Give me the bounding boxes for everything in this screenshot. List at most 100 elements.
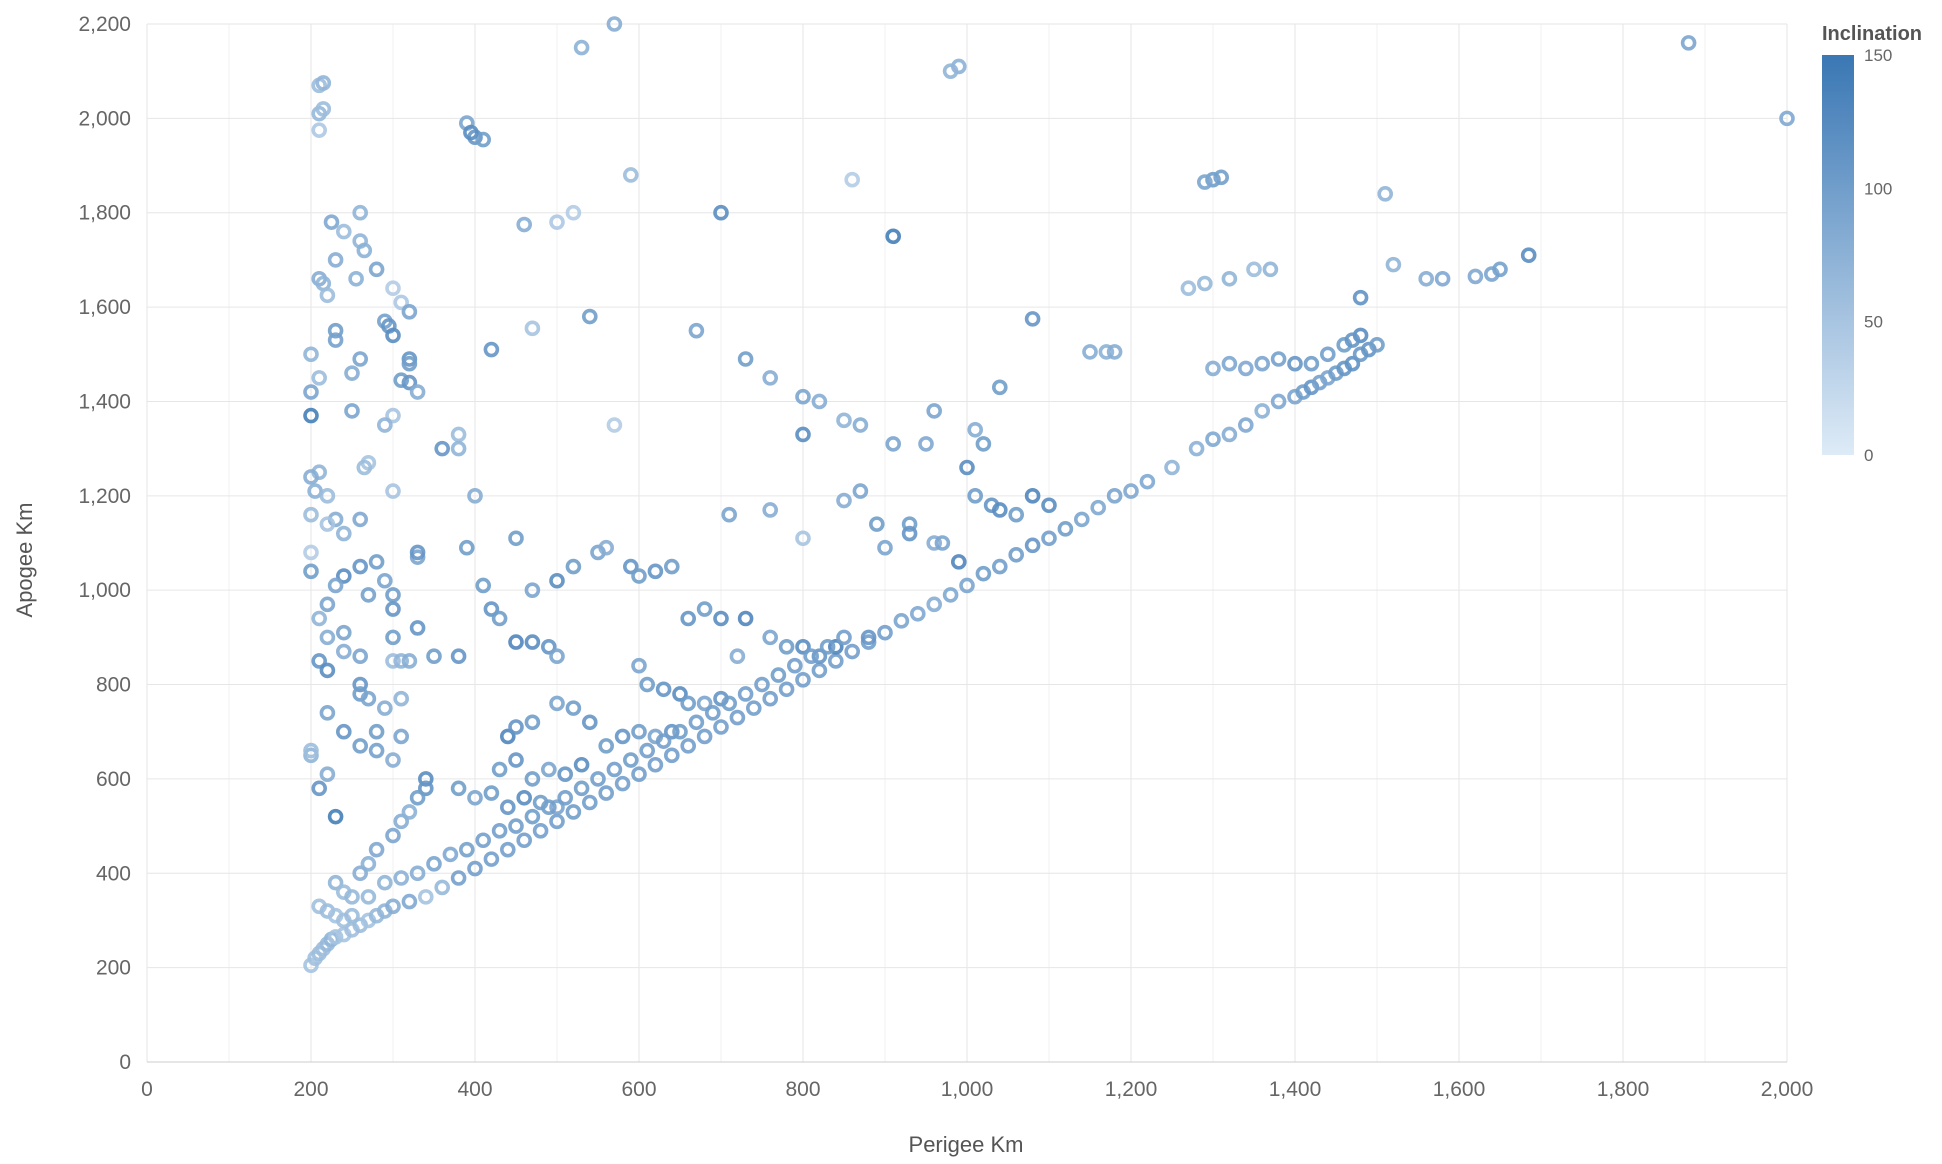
data-point [401, 374, 418, 391]
data-point [516, 789, 533, 806]
data-point [745, 700, 762, 716]
data-point [565, 558, 582, 575]
data-point [352, 676, 369, 693]
data-point [360, 889, 377, 905]
data-point [401, 893, 418, 910]
data-point [696, 728, 713, 745]
data-point [463, 124, 479, 141]
data-point [573, 780, 590, 797]
data-point [573, 39, 590, 56]
data-point [516, 216, 533, 233]
data-point [901, 516, 918, 532]
legend-tick-label: 50 [1864, 313, 1883, 332]
data-point [319, 629, 336, 646]
data-point [1205, 360, 1221, 377]
data-point [737, 610, 754, 627]
data-point [417, 780, 434, 797]
data-point [385, 629, 401, 646]
data-point [303, 742, 319, 759]
data-point [581, 794, 598, 811]
data-point [356, 242, 373, 259]
data-point [590, 771, 606, 787]
data-point [303, 346, 319, 363]
data-point [721, 506, 738, 523]
data-point [967, 421, 984, 438]
data-point [524, 582, 541, 598]
legend-color-bar [1822, 55, 1854, 455]
data-point [1320, 346, 1336, 363]
data-point [836, 629, 852, 646]
data-point [344, 403, 360, 419]
data-point [376, 417, 393, 433]
data-point [1418, 270, 1434, 287]
data-point [622, 558, 639, 575]
data-point [385, 827, 401, 844]
data-point [819, 638, 836, 655]
data-point [327, 322, 344, 339]
data-point [1385, 256, 1402, 273]
data-point [581, 308, 598, 325]
data-point [303, 563, 319, 580]
x-tick-label: 1,000 [941, 1078, 994, 1101]
data-point [1287, 355, 1303, 372]
data-point [795, 672, 811, 688]
data-point [323, 214, 340, 230]
data-point [1680, 35, 1697, 51]
data-point [385, 898, 401, 915]
data-point [303, 506, 319, 523]
data-point [795, 530, 811, 547]
data-point [450, 870, 467, 886]
data-point [1369, 337, 1385, 353]
data-point [434, 440, 451, 457]
data-point [327, 577, 344, 594]
data-point [499, 728, 516, 745]
data-point [549, 648, 565, 665]
data-point [713, 610, 729, 627]
data-point [754, 676, 770, 693]
data-point [1254, 355, 1270, 372]
data-point [606, 16, 623, 32]
data-point [811, 393, 828, 410]
data-point [1205, 431, 1221, 448]
y-tick-label: 1,800 [78, 202, 131, 225]
data-point [508, 634, 524, 650]
data-point [385, 407, 401, 424]
x-tick-label: 1,800 [1597, 1078, 1650, 1101]
data-point [1520, 247, 1537, 263]
data-point [417, 771, 434, 787]
data-point [352, 351, 369, 367]
data-point [335, 525, 352, 542]
data-point [1008, 506, 1025, 523]
data-point [368, 841, 385, 858]
data-point [1180, 280, 1197, 297]
data-point [385, 327, 401, 344]
data-point [409, 384, 426, 400]
data-point [1008, 546, 1025, 563]
data-point [1024, 537, 1041, 554]
data-point [393, 870, 410, 886]
data-point [483, 851, 500, 867]
data-point [1024, 311, 1041, 327]
data-point [335, 223, 352, 240]
data-point [672, 723, 688, 740]
data-point [385, 653, 401, 669]
data-point [557, 766, 574, 782]
data-point [565, 700, 582, 716]
data-point [950, 554, 967, 570]
data-point [385, 280, 401, 297]
data-point [696, 695, 713, 712]
data-point [335, 723, 352, 740]
data-point [614, 728, 631, 745]
data-point [516, 832, 533, 849]
data-point [409, 865, 426, 882]
data-point [991, 379, 1008, 396]
data-point [319, 705, 336, 721]
data-point [524, 771, 541, 787]
data-point [557, 789, 574, 806]
data-point [836, 412, 852, 429]
data-point [672, 686, 688, 702]
data-point [524, 808, 541, 825]
data-point [385, 587, 401, 603]
data-point [655, 733, 672, 749]
y-tick-label: 1,400 [78, 390, 131, 413]
